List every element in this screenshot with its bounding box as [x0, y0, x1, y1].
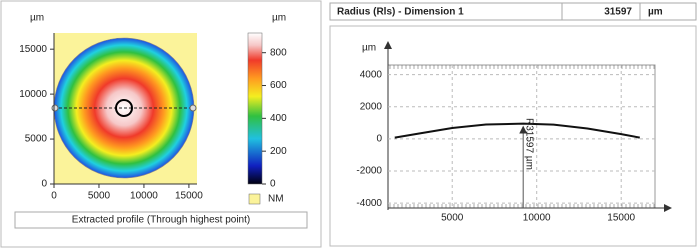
result-value: 31597 [604, 7, 632, 18]
y-unit: µm [362, 43, 376, 54]
right-panel [329, 25, 697, 247]
y-tick-label: -4000 [356, 198, 382, 209]
colorbar-tick-label: 400 [270, 113, 287, 124]
y-unit: µm [30, 13, 44, 24]
x-tick-label: 10000 [130, 191, 158, 202]
y-tick-label: 0 [41, 179, 47, 190]
legend-label: NM [268, 194, 284, 205]
colorbar-unit: µm [272, 13, 286, 24]
colorbar [247, 32, 263, 185]
x-tick-label: 5000 [88, 191, 111, 202]
result-row [329, 2, 697, 21]
legend-swatch [248, 193, 261, 205]
x-tick-label: 10000 [523, 213, 551, 224]
x-tick-label: 15000 [607, 213, 635, 224]
colorbar-tick-label: 200 [270, 146, 287, 157]
caption-box [14, 211, 308, 229]
colorbar-tick-label: 0 [270, 179, 276, 190]
y-tick-label: 4000 [360, 69, 383, 80]
x-tick-label: 15000 [175, 191, 203, 202]
caption: Extracted profile (Through highest point… [72, 215, 250, 226]
profile-end [189, 104, 197, 112]
annotation: R31597 µm [524, 118, 535, 170]
colorbar-tick-label: 600 [270, 80, 287, 91]
result-label: Radius (Rls) - Dimension 1 [337, 7, 464, 18]
x-tick-label: 0 [51, 191, 57, 202]
colorbar-tick-label: 800 [270, 47, 287, 58]
y-tick-label: 2000 [360, 101, 383, 112]
x-tick-label: 5000 [441, 213, 464, 224]
y-tick-label: 15000 [19, 44, 47, 55]
y-tick-label: -2000 [356, 166, 382, 177]
profile-end [51, 104, 59, 112]
highest-point [115, 99, 133, 117]
profile-curve [394, 122, 640, 139]
result-unit: µm [648, 7, 663, 18]
y-tick-label: 0 [376, 134, 382, 145]
y-tick-label: 5000 [25, 134, 48, 145]
y-tick-label: 10000 [19, 89, 47, 100]
